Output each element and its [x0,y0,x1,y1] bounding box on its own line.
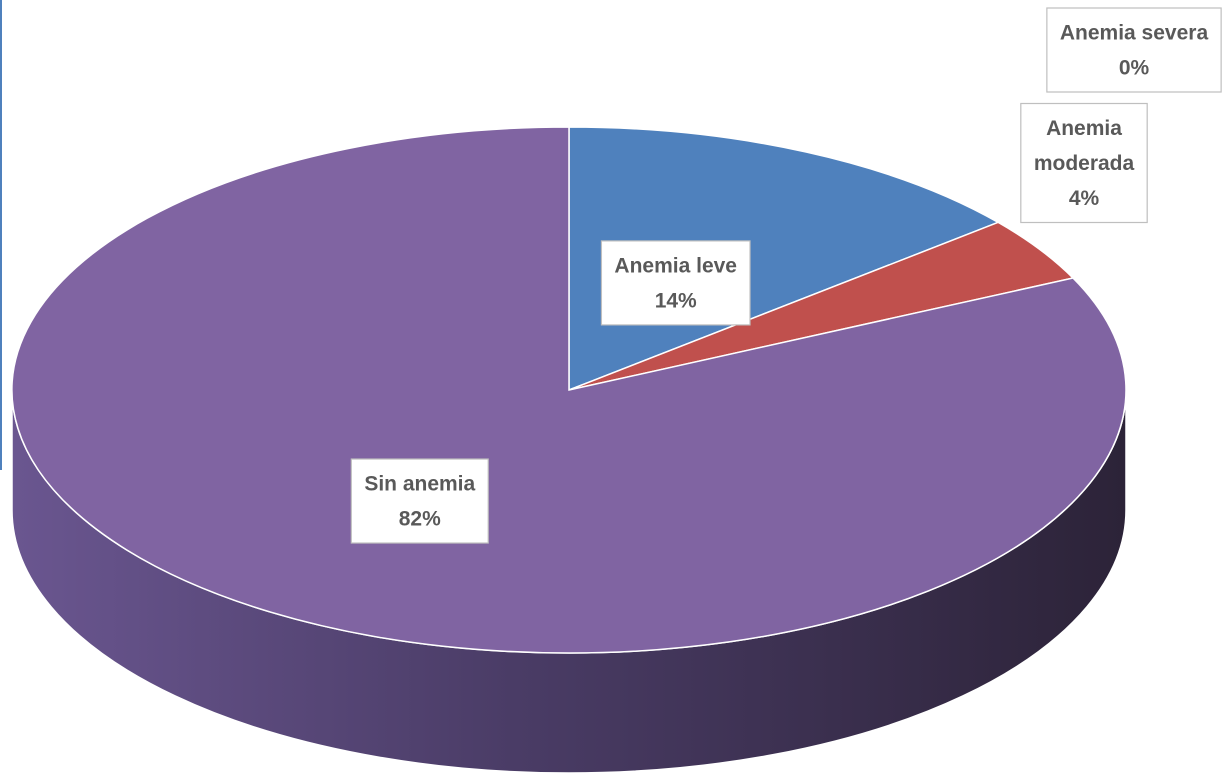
label-anemia-severa: Anemia severa 0% [1046,7,1222,93]
label-sin-anemia: Sin anemia 82% [350,458,489,544]
label-box [1046,7,1222,93]
label-box [350,458,489,544]
label-value: 4% [1069,187,1100,210]
label-text: Anemia severa [1060,22,1209,45]
label-box [1020,102,1148,224]
label-value: 14% [655,289,697,312]
label-anemia-moderada: Anemia moderada 4% [1020,102,1148,224]
label-text: Sin anemia [364,473,475,496]
label-value: 82% [399,508,441,531]
data-labels: Anemia leve 14% Anemia moderada 4% Anemia sev… [350,7,1222,544]
label-text: Anemia [1046,117,1122,140]
pie-slices [11,126,1127,654]
left-edge-line [0,0,2,470]
label-text: moderada [1034,152,1135,175]
pie-slice-sin-anemia [11,126,1127,654]
label-text: Anemia leve [614,254,737,277]
label-anemia-leve: Anemia leve 14% [600,240,751,326]
label-value: 0% [1119,57,1150,80]
label-box [600,240,751,326]
